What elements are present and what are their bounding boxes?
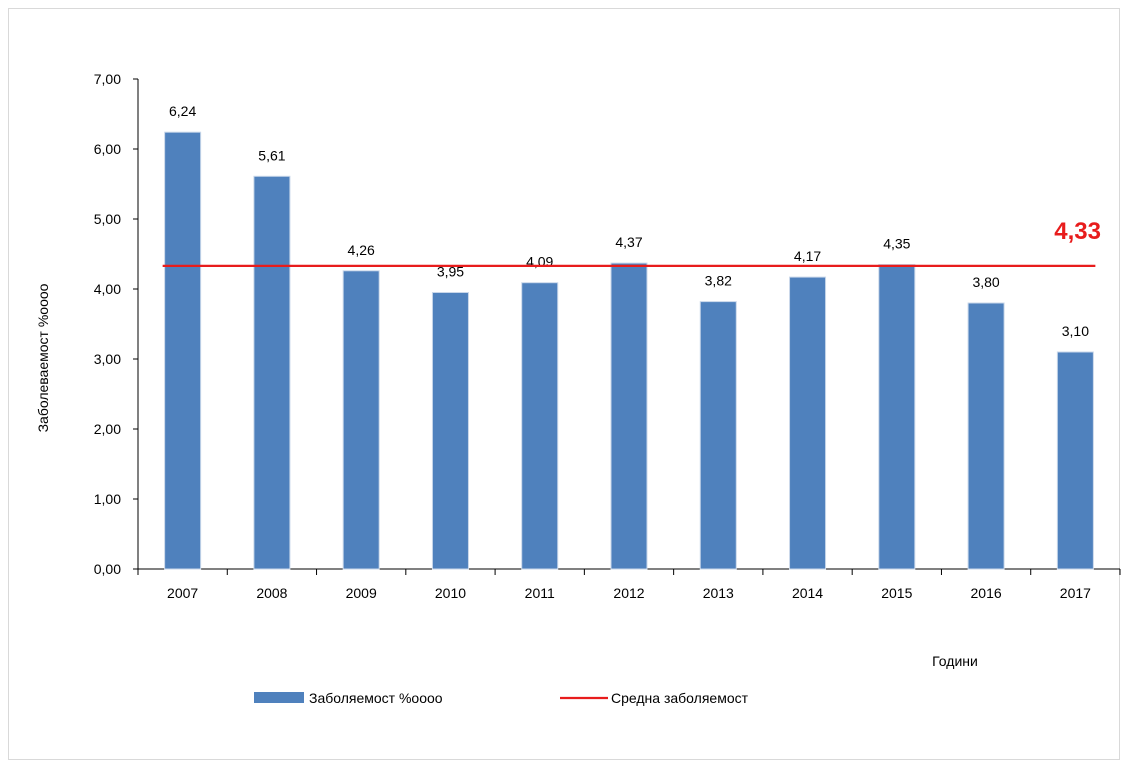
average-value-label: 4,33 <box>1054 218 1101 245</box>
bars <box>164 131 1094 570</box>
value-labels: 6,24 5,61 4,26 3,95 4,09 4,37 3,82 4,17 4,35 3,80… <box>169 103 1089 339</box>
legend-bar-label: Заболяемост %oooo <box>309 690 443 706</box>
value-label-2008: 5,61 <box>258 147 285 163</box>
value-label-2007: 6,24 <box>169 103 196 119</box>
legend-bar-swatch <box>254 692 304 703</box>
x-tick-label-2014: 2014 <box>792 585 823 601</box>
y-tick-label: 2,00 <box>94 421 121 437</box>
y-tick-label: 6,00 <box>94 141 121 157</box>
axes: 0,00 1,00 2,00 3,00 4,00 5,00 6,00 7,00 2007 2008… <box>94 71 1121 601</box>
x-axis-label: Години <box>932 653 978 669</box>
y-tick-label: 0,00 <box>94 561 121 577</box>
bar-2014 <box>789 276 827 570</box>
x-tick-label-2015: 2015 <box>881 585 912 601</box>
legend: Заболяемост %oooo Средна заболяемост <box>254 690 749 706</box>
x-tick-label-2010: 2010 <box>435 585 466 601</box>
bar-2009 <box>342 270 380 570</box>
value-label-2013: 3,82 <box>705 273 732 289</box>
legend-line-label: Средна заболяемост <box>611 690 749 706</box>
average-line-group: 4,33 <box>162 218 1101 267</box>
x-tick-label-2007: 2007 <box>167 585 198 601</box>
bar-2015 <box>878 264 916 570</box>
value-label-2011: 4,09 <box>526 254 553 270</box>
bar-2017 <box>1056 351 1094 570</box>
y-tick-label: 4,00 <box>94 281 121 297</box>
x-tick-label-2012: 2012 <box>613 585 644 601</box>
value-label-2015: 4,35 <box>883 236 910 252</box>
x-tick-label-2008: 2008 <box>256 585 287 601</box>
bar-2008 <box>253 175 291 570</box>
bar-2012 <box>610 262 648 570</box>
x-tick-label-2009: 2009 <box>346 585 377 601</box>
bar-2016 <box>967 302 1005 570</box>
bar-2007 <box>164 131 202 570</box>
value-label-2017: 3,10 <box>1062 323 1089 339</box>
bar-2011 <box>521 282 559 570</box>
value-label-2016: 3,80 <box>972 274 999 290</box>
bar-2013 <box>699 301 737 570</box>
y-tick-label: 7,00 <box>94 71 121 87</box>
x-tick-label-2013: 2013 <box>703 585 734 601</box>
x-tick-label-2017: 2017 <box>1060 585 1091 601</box>
value-label-2009: 4,26 <box>348 242 375 258</box>
value-label-2014: 4,17 <box>794 248 821 264</box>
bar-2010 <box>431 292 469 570</box>
x-tick-label-2011: 2011 <box>525 585 555 601</box>
y-tick-label: 1,00 <box>94 491 121 507</box>
y-axis-label: Заболеваемост %oooo <box>35 283 51 432</box>
value-label-2010: 3,95 <box>437 264 464 280</box>
y-tick-label: 3,00 <box>94 351 121 367</box>
x-tick-label-2016: 2016 <box>971 585 1002 601</box>
y-tick-label: 5,00 <box>94 211 121 227</box>
value-label-2012: 4,37 <box>615 234 642 250</box>
